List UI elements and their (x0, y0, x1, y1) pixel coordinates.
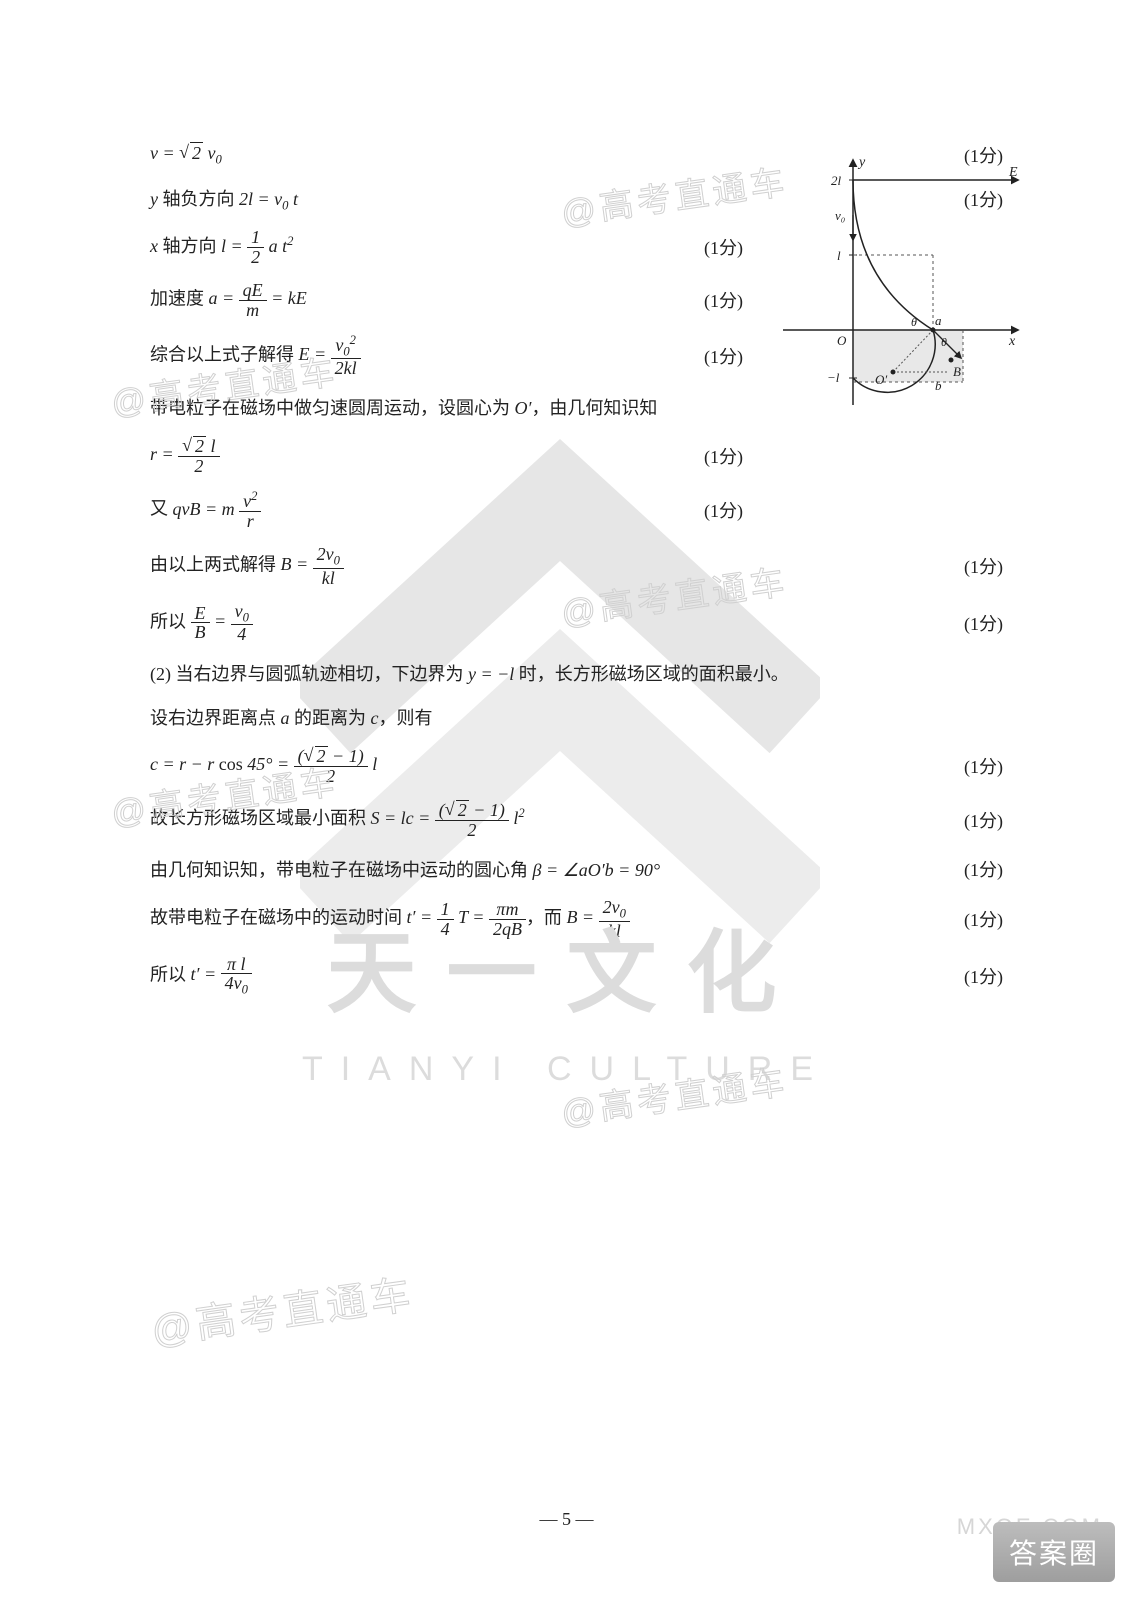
score-label: (1分) (704, 287, 743, 313)
channel-watermark: @高考直通车 (558, 1054, 791, 1134)
footer-badge: 答案圈 (993, 1522, 1115, 1582)
line-content: 带电粒子在磁场中做匀速圆周运动，设圆心为 O′，由几何知识知 (150, 394, 657, 420)
score-label: (1分) (964, 610, 1003, 636)
score-label: (1分) (964, 856, 1003, 882)
publisher-en: TIANYI CULTURE (0, 1050, 1133, 1089)
score-label: (1分) (964, 186, 1003, 212)
svg-text:x: x (1008, 334, 1016, 349)
line-content: 由几何知识知，带电粒子在磁场中运动的圆心角 β = ∠aO′b = 90° (150, 856, 660, 882)
solution-line: v = √2 v0 (1分) (150, 140, 1003, 170)
line-content: y 轴负方向 2l = v0 t (150, 185, 298, 214)
score-label: (1分) (964, 963, 1003, 989)
line-content: 综合以上式子解得 E = v022kl (150, 334, 361, 379)
line-content: 故带电粒子在磁场中的运动时间 t′ = 14 T = πm2qB，而 B = 2… (150, 898, 630, 941)
solution-line: 所以 EB = v04 (1分) (150, 602, 1003, 645)
svg-text:b: b (935, 378, 942, 393)
line-content: r = √2 l2 (150, 436, 220, 476)
score-label: (1分) (964, 142, 1003, 168)
line-content: 所以 t′ = π l4v0 (150, 955, 252, 998)
line-content: 由以上两式解得 B = 2v0kl (150, 545, 344, 588)
line-content: (2) 当右边界与圆弧轨迹相切，下边界为 y = −l 时，长方形磁场区域的面积… (150, 660, 789, 686)
svg-text:E: E (1008, 165, 1018, 180)
solution-line: 带电粒子在磁场中做匀速圆周运动，设圆心为 O′，由几何知识知 (150, 392, 1003, 422)
score-label: (1分) (964, 553, 1003, 579)
score-label: (1分) (704, 234, 743, 260)
solution-line: (2) 当右边界与圆弧轨迹相切，下边界为 y = −l 时，长方形磁场区域的面积… (150, 658, 1003, 688)
score-label: (1分) (704, 443, 743, 469)
line-content: 设右边界距离点 a 的距离为 c，则有 (150, 704, 433, 730)
solution-line: r = √2 l2 (1分) (150, 436, 1003, 476)
solution-line: x 轴方向 l = 12 a t2 (1分) (150, 228, 1003, 267)
line-content: x 轴方向 l = 12 a t2 (150, 228, 293, 267)
solution-line: y 轴负方向 2l = v0 t (1分) (150, 184, 1003, 214)
solution-line: 故长方形磁场区域最小面积 S = lc = (√2 − 1)2 l2 (1分) (150, 800, 1003, 840)
score-label: (1分) (704, 343, 743, 369)
line-content: c = r − r cos 45° = (√2 − 1)2 l (150, 746, 377, 786)
solution-line: 加速度 a = qEm = kE (1分) (150, 281, 1003, 320)
solution-line: 由以上两式解得 B = 2v0kl (1分) (150, 545, 1003, 588)
line-content: 所以 EB = v04 (150, 602, 253, 645)
score-label: (1分) (964, 753, 1003, 779)
solution-line: 设右边界距离点 a 的距离为 c，则有 (150, 702, 1003, 732)
line-content: 又 qvB = m v2r (150, 490, 261, 531)
solution-line: 故带电粒子在磁场中的运动时间 t′ = 14 T = πm2qB，而 B = 2… (150, 898, 1003, 941)
page: y x E 2l v₀ l O −l a θ θ O′ B b v = √2 v… (0, 0, 1133, 1600)
channel-watermark: @高考直通车 (147, 1262, 417, 1356)
line-content: 故长方形磁场区域最小面积 S = lc = (√2 − 1)2 l2 (150, 800, 525, 840)
solution-line: 综合以上式子解得 E = v022kl (1分) (150, 334, 1003, 379)
solution-line: 所以 t′ = π l4v0 (1分) (150, 955, 1003, 998)
solution-line: c = r − r cos 45° = (√2 − 1)2 l (1分) (150, 746, 1003, 786)
solution-line: 又 qvB = m v2r (1分) (150, 490, 1003, 531)
line-content: v = √2 v0 (150, 142, 222, 168)
line-content: 加速度 a = qEm = kE (150, 281, 307, 320)
score-label: (1分) (964, 807, 1003, 833)
solution-line: 由几何知识知，带电粒子在磁场中运动的圆心角 β = ∠aO′b = 90° (1分… (150, 854, 1003, 884)
score-label: (1分) (704, 497, 743, 523)
score-label: (1分) (964, 906, 1003, 932)
